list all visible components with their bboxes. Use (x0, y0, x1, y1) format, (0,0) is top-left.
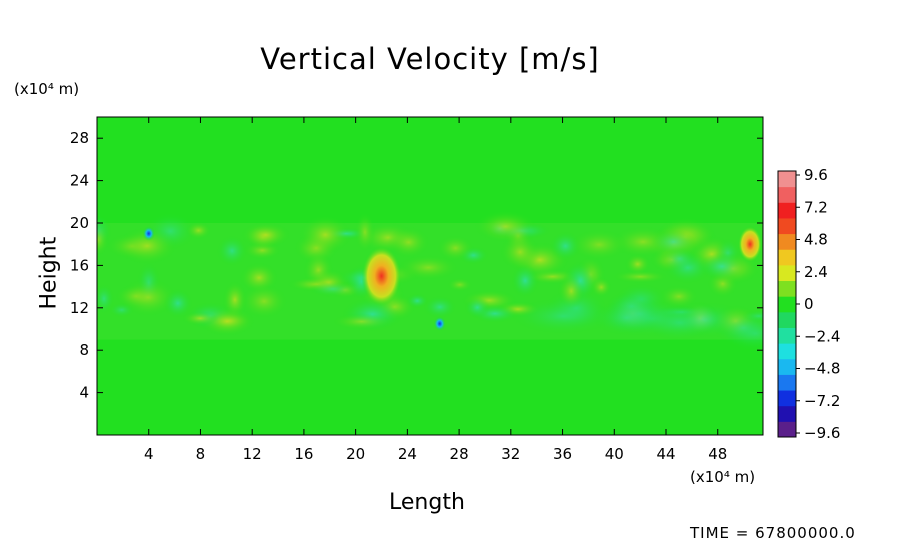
x-tick-label: 36 (553, 445, 572, 463)
field-blotch (117, 227, 178, 265)
colorbar-label: −7.2 (804, 392, 840, 410)
y-tick-label: 20 (70, 214, 89, 232)
colorbar-label: −2.4 (804, 327, 840, 345)
field-blotch (299, 215, 352, 255)
field-blotch (612, 270, 669, 284)
colorbar-segment (778, 390, 796, 407)
field-blotch (712, 309, 763, 346)
chart-title: Vertical Velocity [m/s] (260, 42, 600, 76)
x-tick-label: 20 (346, 445, 365, 463)
colorbar-label: −4.8 (804, 360, 840, 378)
colorbar-label: 2.4 (804, 263, 828, 281)
y-unit-text: (x10⁴ m) (14, 80, 80, 98)
field-blotch (185, 221, 212, 240)
colorbar-label: −9.6 (804, 424, 840, 442)
field-blotch (354, 212, 376, 253)
colorbar-segment (778, 358, 796, 375)
field-blotch (97, 284, 115, 314)
field-blotch (510, 298, 616, 335)
y-tick-label: 28 (70, 129, 89, 147)
x-tick-label: 44 (656, 445, 675, 463)
field-blotch (163, 288, 193, 318)
x-unit-text: (x10⁴ m) (690, 468, 756, 486)
colorbar: 9.6 7.2 4.8 2.4 0 −2.4 −4.8 −7.2 −9.6 (777, 166, 840, 442)
field-blotch (387, 226, 430, 259)
field-blotch (97, 222, 110, 257)
field-blotch (119, 277, 178, 317)
x-tick-label: 48 (708, 445, 727, 463)
field-blotch (464, 296, 490, 319)
colorbar-segment (778, 217, 796, 235)
colorbar-segment (778, 171, 796, 188)
y-tick-label: 16 (70, 256, 89, 274)
x-tick-label: 8 (196, 445, 206, 463)
field-blotch (406, 293, 429, 309)
colorbar-segment (778, 374, 796, 391)
field-blotch (216, 235, 248, 267)
colorbar-segment (778, 249, 796, 266)
y-tick-label: 4 (79, 384, 89, 402)
field-blotch (590, 277, 612, 298)
field-blotch (423, 295, 457, 319)
colorbar-segment (778, 327, 796, 344)
y-axis-unit: (x10⁴ m) (14, 80, 79, 98)
updraft-feature (361, 246, 402, 306)
x-tick-label: 12 (243, 445, 262, 463)
field-blotch (181, 311, 219, 326)
downdraft-feature (433, 316, 446, 331)
field-blotch (240, 221, 291, 248)
field-blotch (240, 283, 288, 319)
colorbar-label: 7.2 (804, 198, 828, 216)
x-tick-label: 32 (501, 445, 520, 463)
field-blotch (437, 235, 474, 262)
field-blotch (308, 281, 357, 297)
downdraft-feature (142, 226, 155, 241)
x-axis: 4 8 12 16 20 24 28 32 36 40 44 48 (144, 117, 727, 463)
y-tick-label: 12 (70, 299, 89, 317)
y-tick-label: 8 (79, 341, 89, 359)
colorbar-segment (778, 233, 796, 250)
colorbar-segment (778, 405, 796, 422)
colorbar-label: 4.8 (804, 231, 828, 249)
colorbar-segment (778, 343, 796, 360)
colorbar-label: 9.6 (804, 166, 828, 184)
y-tick-label: 24 (70, 172, 89, 190)
updraft-feature (738, 226, 763, 263)
heatmap-field (97, 117, 763, 435)
field-blotch (698, 252, 746, 281)
x-tick-label: 40 (605, 445, 624, 463)
field-blotch (331, 313, 392, 330)
x-tick-label: 28 (450, 445, 469, 463)
field-blotch (592, 299, 662, 336)
field-blotch (474, 210, 537, 243)
colorbar-segment (778, 421, 796, 438)
colorbar-segment (778, 311, 796, 328)
colorbar-label: 0 (804, 295, 814, 313)
time-label: TIME = 67800000.0 (690, 524, 856, 542)
plot-frame (96, 116, 764, 436)
field-blotch (500, 233, 540, 271)
y-axis: 4 8 12 16 20 24 28 (70, 129, 763, 402)
field-blotch (511, 264, 539, 298)
field-blotch (661, 247, 698, 271)
field-blotch (624, 253, 651, 275)
colorbar-segment (778, 202, 796, 219)
colorbar-segment (778, 186, 796, 203)
field-blotch (570, 229, 629, 261)
colorbar-segment (778, 280, 796, 297)
colorbar-segment (778, 264, 796, 282)
field-blotch (447, 277, 473, 292)
x-tick-label: 24 (398, 445, 417, 463)
x-tick-label: 16 (294, 445, 313, 463)
x-axis-label: Length (389, 490, 465, 515)
colorbar-segment (778, 296, 796, 313)
x-tick-label: 4 (144, 445, 154, 463)
x-axis-unit: (x10⁴ m) (690, 468, 755, 486)
